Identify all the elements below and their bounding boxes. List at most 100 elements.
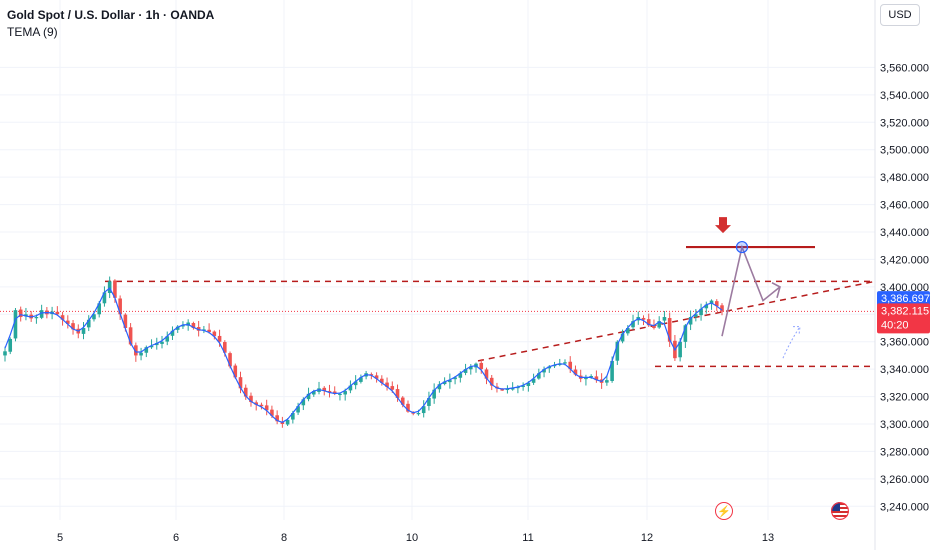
candle [317, 381, 321, 395]
candle [66, 315, 70, 329]
candle [531, 373, 536, 385]
candle [175, 325, 180, 333]
candle [437, 381, 442, 393]
drawings[interactable] [0, 245, 876, 368]
candle [667, 312, 672, 347]
candle [102, 286, 107, 307]
candle [107, 276, 112, 299]
candle [144, 345, 149, 358]
y-tick-label: 3,540.000 [880, 90, 929, 102]
rising-trendline [477, 280, 876, 362]
candle [557, 358, 562, 367]
price-label: 3,382.115 40:20 [877, 303, 930, 334]
y-tick-label: 3,320.000 [880, 392, 929, 404]
candle [212, 330, 217, 340]
y-tick-label: 3,440.000 [880, 227, 929, 239]
candle [594, 370, 599, 383]
candle [81, 322, 86, 340]
candle [385, 377, 389, 391]
lightning-alert-icon[interactable]: ⚡ [715, 502, 733, 520]
candle [39, 304, 44, 320]
candle [374, 372, 379, 383]
forecast-dotted-arrow [782, 326, 801, 359]
candle [584, 374, 588, 386]
candle [118, 295, 122, 320]
candle [160, 335, 164, 349]
candle [338, 392, 342, 401]
y-tick-label: 3,560.000 [880, 62, 929, 74]
currency-selector[interactable]: USD [880, 4, 920, 26]
candle [505, 385, 510, 394]
candle [196, 320, 201, 337]
candle [275, 410, 279, 425]
y-tick-label: 3,360.000 [880, 337, 929, 349]
candle [359, 374, 363, 384]
us-flag-icon[interactable] [831, 502, 849, 520]
x-tick-label: 8 [281, 532, 287, 544]
candle [139, 347, 143, 361]
price-label-value: 3,386.697 [881, 293, 930, 305]
candle [688, 310, 693, 331]
candle [479, 359, 484, 374]
candle [709, 299, 714, 310]
candle [489, 374, 494, 391]
indicator-label[interactable]: TEMA (9) [7, 25, 58, 39]
candle [521, 382, 525, 391]
candle [484, 367, 489, 385]
tema-line [4, 287, 723, 423]
x-tick-label: 13 [762, 532, 774, 544]
grid [0, 0, 875, 520]
candle [55, 306, 60, 316]
candle [395, 384, 400, 402]
annotations[interactable] [715, 217, 801, 359]
candle [589, 374, 593, 379]
candle [578, 369, 583, 383]
candle [259, 402, 264, 410]
y-tick-label: 3,340.000 [880, 364, 929, 376]
candle [71, 320, 75, 335]
candle [3, 346, 7, 362]
y-tick-label: 3,480.000 [880, 172, 929, 184]
candle [191, 321, 196, 330]
candle [510, 382, 515, 391]
candle [24, 307, 28, 321]
candle [427, 391, 431, 411]
candle [238, 371, 243, 394]
candle [714, 299, 719, 311]
candle [165, 331, 170, 346]
x-tick-label: 6 [173, 532, 179, 544]
candle [605, 375, 609, 386]
tema-path [4, 287, 723, 423]
axes: 3,560.000 3,540.000 3,520.000 3,500.000 3,48… [57, 0, 930, 550]
candle [662, 311, 667, 325]
candle [327, 384, 332, 398]
candle [474, 362, 478, 373]
price-label-value: 3,382.115 [881, 305, 929, 317]
candle [620, 329, 625, 344]
candle [421, 400, 426, 418]
candle [254, 400, 259, 411]
projection-arrowhead [771, 282, 781, 299]
x-tick-label: 11 [522, 532, 533, 544]
candle [380, 375, 384, 386]
candle [249, 392, 253, 407]
countdown-label: 40:20 [881, 319, 909, 331]
candle [264, 399, 269, 416]
candle [243, 384, 248, 400]
candle [13, 308, 18, 342]
candle [704, 301, 709, 314]
candle [432, 383, 436, 404]
x-tick-label: 10 [406, 532, 418, 544]
y-tick-label: 3,260.000 [880, 474, 929, 486]
candle [694, 309, 698, 322]
y-tick-label: 3,500.000 [880, 145, 929, 157]
x-tick-label: 5 [57, 532, 63, 544]
y-tick-label: 3,280.000 [880, 446, 929, 458]
candle [296, 402, 300, 415]
candle [202, 325, 206, 334]
y-tick-label: 3,240.000 [880, 501, 929, 513]
y-tick-label: 3,300.000 [880, 419, 929, 431]
y-tick-label: 3,520.000 [880, 117, 929, 129]
